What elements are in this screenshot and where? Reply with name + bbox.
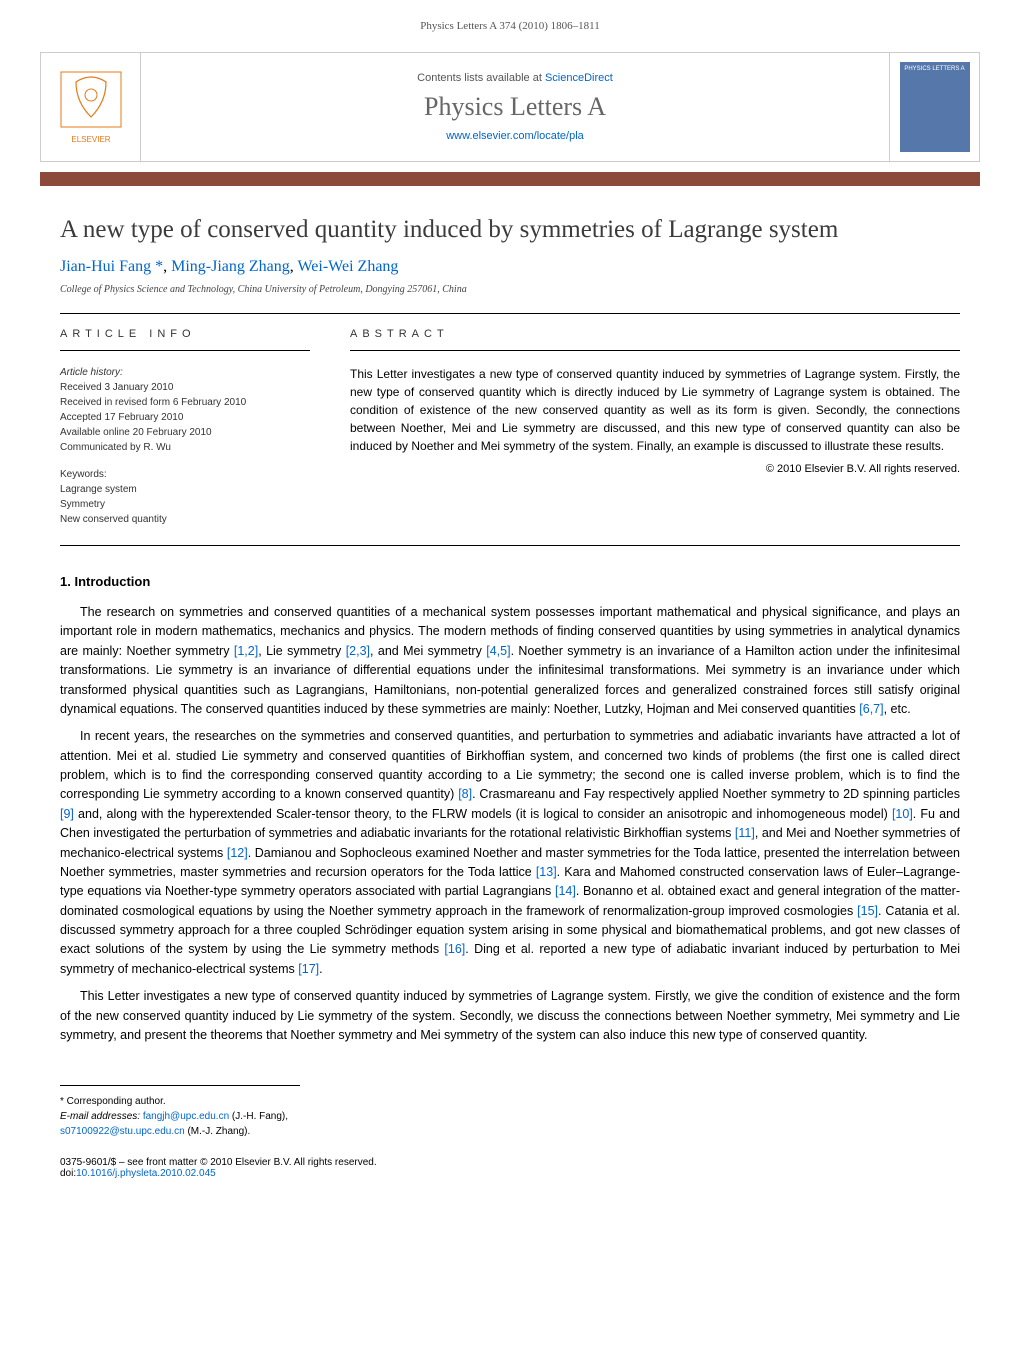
email-link-1[interactable]: fangjh@upc.edu.cn xyxy=(143,1111,229,1122)
color-divider-bar xyxy=(40,172,980,186)
article-history: Article history: Received 3 January 2010… xyxy=(60,365,310,455)
abstract-copyright: © 2010 Elsevier B.V. All rights reserved… xyxy=(350,463,960,475)
ref-link[interactable]: [6,7] xyxy=(859,702,883,716)
ref-link[interactable]: [9] xyxy=(60,807,74,821)
article-info-column: ARTICLE INFO Article history: Received 3… xyxy=(60,328,310,527)
issn-line: 0375-9601/$ – see front matter © 2010 El… xyxy=(60,1157,960,1168)
intro-paragraph-2: In recent years, the researches on the s… xyxy=(60,727,960,979)
intro-paragraph-3: This Letter investigates a new type of c… xyxy=(60,987,960,1045)
author-link-2[interactable]: Ming-Jiang Zhang xyxy=(171,258,290,275)
doi-block: 0375-9601/$ – see front matter © 2010 El… xyxy=(60,1157,960,1199)
keyword-item: New conserved quantity xyxy=(60,512,310,527)
email-label: E-mail addresses: xyxy=(60,1111,140,1122)
ref-link[interactable]: [8] xyxy=(458,787,472,801)
running-header: Physics Letters A 374 (2010) 1806–1811 xyxy=(0,0,1020,42)
history-item: Received 3 January 2010 xyxy=(60,380,310,395)
history-item: Communicated by R. Wu xyxy=(60,440,310,455)
corresponding-author-note: * Corresponding author. xyxy=(60,1094,300,1109)
journal-name: Physics Letters A xyxy=(424,92,606,122)
intro-paragraph-1: The research on symmetries and conserved… xyxy=(60,603,960,719)
section-heading-1: 1. Introduction xyxy=(60,574,960,589)
ref-link[interactable]: [1,2] xyxy=(234,644,258,658)
corresponding-mark: * xyxy=(151,258,163,275)
contents-prefix: Contents lists available at xyxy=(417,72,545,84)
ref-link[interactable]: [11] xyxy=(735,826,755,840)
cover-label: PHYSICS LETTERS A xyxy=(904,66,964,72)
email-link-2[interactable]: s07100922@stu.upc.edu.cn xyxy=(60,1126,185,1137)
history-item: Available online 20 February 2010 xyxy=(60,425,310,440)
email-who-1: (J.-H. Fang) xyxy=(232,1111,285,1122)
svg-text:ELSEVIER: ELSEVIER xyxy=(71,135,110,144)
history-item: Accepted 17 February 2010 xyxy=(60,410,310,425)
history-label: Article history: xyxy=(60,365,310,380)
ref-link[interactable]: [15] xyxy=(857,904,878,918)
ref-link[interactable]: [16] xyxy=(444,942,465,956)
doi-link[interactable]: 10.1016/j.physleta.2010.02.045 xyxy=(76,1168,216,1179)
contents-middle: Contents lists available at ScienceDirec… xyxy=(141,53,889,161)
ref-link[interactable]: [4,5] xyxy=(486,644,510,658)
journal-cover-thumbnail: PHYSICS LETTERS A xyxy=(889,53,979,161)
footnote-block: * Corresponding author. E-mail addresses… xyxy=(60,1085,300,1139)
abstract-text: This Letter investigates a new type of c… xyxy=(350,365,960,455)
author-affiliation: College of Physics Science and Technolog… xyxy=(60,284,960,295)
contents-bar: ELSEVIER Contents lists available at Sci… xyxy=(40,52,980,162)
keywords-label: Keywords: xyxy=(60,467,310,482)
doi-label: doi: xyxy=(60,1168,76,1179)
divider-line xyxy=(60,545,960,546)
author-list: Jian-Hui Fang *, Ming-Jiang Zhang, Wei-W… xyxy=(60,258,960,276)
ref-link[interactable]: [17] xyxy=(298,962,319,976)
journal-homepage-link[interactable]: www.elsevier.com/locate/pla xyxy=(446,130,584,142)
keywords-block: Keywords: Lagrange system Symmetry New c… xyxy=(60,467,310,527)
author-link-3[interactable]: Wei-Wei Zhang xyxy=(297,258,398,275)
article-title: A new type of conserved quantity induced… xyxy=(60,216,960,244)
ref-link[interactable]: [2,3] xyxy=(346,644,370,658)
email-line: E-mail addresses: fangjh@upc.edu.cn (J.-… xyxy=(60,1109,300,1139)
ref-link[interactable]: [10] xyxy=(892,807,913,821)
keyword-item: Symmetry xyxy=(60,497,310,512)
ref-link[interactable]: [13] xyxy=(536,865,557,879)
elsevier-logo: ELSEVIER xyxy=(41,53,141,161)
keyword-item: Lagrange system xyxy=(60,482,310,497)
abstract-label: ABSTRACT xyxy=(350,328,960,340)
author-link-1[interactable]: Jian-Hui Fang xyxy=(60,258,151,275)
article-info-label: ARTICLE INFO xyxy=(60,328,310,340)
sciencedirect-link[interactable]: ScienceDirect xyxy=(545,72,613,84)
divider-line xyxy=(60,313,960,314)
abstract-column: ABSTRACT This Letter investigates a new … xyxy=(350,328,960,527)
history-item: Received in revised form 6 February 2010 xyxy=(60,395,310,410)
contents-available-text: Contents lists available at ScienceDirec… xyxy=(417,72,613,84)
ref-link[interactable]: [14] xyxy=(555,884,576,898)
ref-link[interactable]: [12] xyxy=(227,846,248,860)
email-who-2: (M.-J. Zhang) xyxy=(187,1126,247,1137)
